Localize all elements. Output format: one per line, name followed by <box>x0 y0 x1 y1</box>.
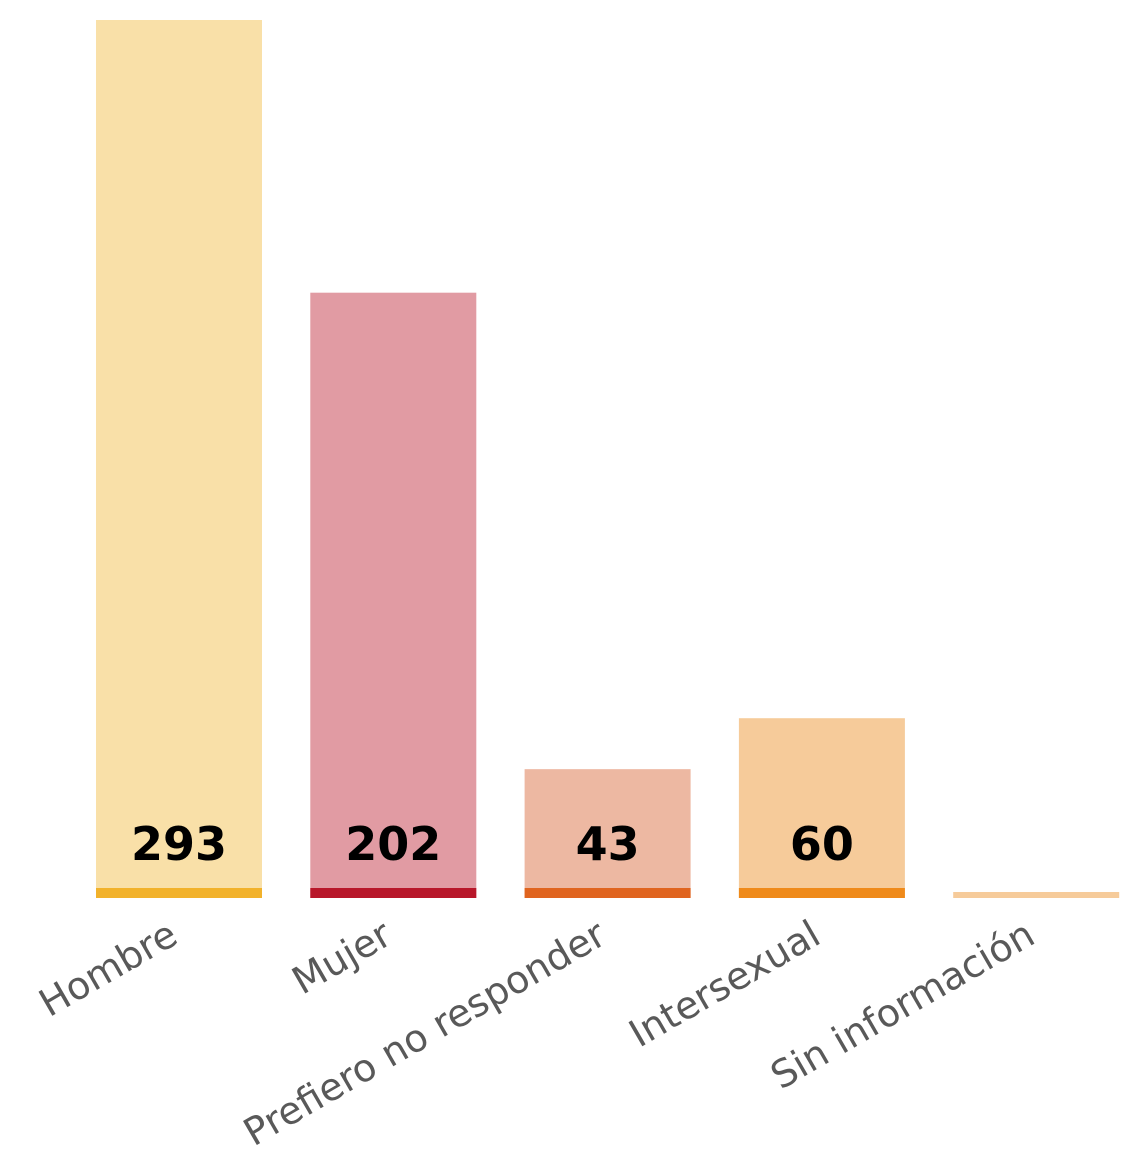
value-label-prefiero-no-responder: 43 <box>576 817 640 871</box>
value-label-intersexual: 60 <box>790 817 854 871</box>
bar-base-mujer <box>310 888 477 898</box>
bars-group <box>96 20 1120 898</box>
x-tick-label-prefiero-no-responder: Prefiero no responder <box>236 912 613 1155</box>
value-label-hombre: 293 <box>131 817 227 871</box>
bar-hombre <box>96 20 262 898</box>
value-label-mujer: 202 <box>345 817 441 871</box>
value-labels-group: 293 202 43 60 <box>131 817 854 871</box>
bar-intersexual <box>738 718 905 898</box>
x-tick-label-mujer: Mujer <box>285 912 399 1004</box>
bar-prefiero-no-responder <box>524 769 691 898</box>
bar-base-intersexual <box>738 888 905 898</box>
x-tick-label-intersexual: Intersexual <box>622 912 828 1056</box>
bar-mujer <box>310 292 477 898</box>
bar-base-hombre <box>96 888 262 898</box>
bar-sin-informacion <box>953 892 1120 898</box>
bar-base-prefiero-no-responder <box>524 888 691 898</box>
x-tick-label-hombre: Hombre <box>32 912 185 1026</box>
